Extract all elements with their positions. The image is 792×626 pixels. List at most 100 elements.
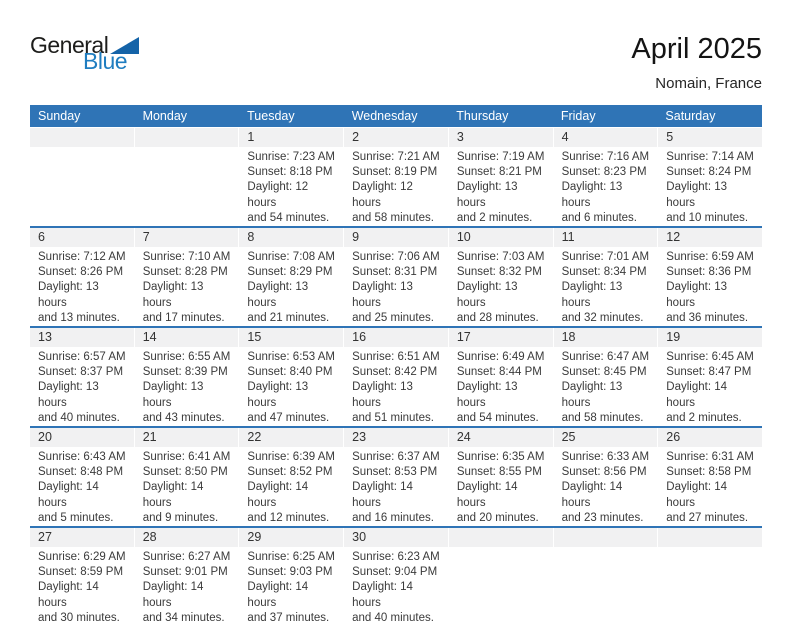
day-number: 25 — [553, 428, 658, 448]
sunrise-text: Sunrise: 6:27 AM — [142, 551, 231, 564]
sunrise-text: Sunrise: 6:41 AM — [142, 451, 231, 464]
day-info: Sunrise: 6:29 AM Sunset: 8:59 PM Daylight:… — [30, 547, 134, 626]
day-cell: 9 Sunrise: 7:06 AM Sunset: 8:31 PM Daylight… — [344, 228, 448, 327]
daylight-text-minutes: and 51 minutes. — [352, 411, 434, 424]
sunrise-text: Sunrise: 6:23 AM — [352, 551, 440, 564]
daylight-text-minutes: and 40 minutes. — [352, 611, 434, 624]
day-number: 21 — [134, 428, 239, 448]
day-cell: 14 Sunrise: 6:55 AM Sunset: 8:39 PM Dayligh… — [134, 328, 239, 427]
logo-text-general: General — [30, 32, 109, 58]
day-cell: 18 Sunrise: 6:47 AM Sunset: 8:45 PM Dayligh… — [553, 328, 658, 427]
day-number: 15 — [239, 328, 344, 348]
day-info: Sunrise: 6:41 AM Sunset: 8:50 PM Daylight:… — [135, 447, 239, 526]
daylight-text: Daylight: 14 hours — [247, 481, 309, 509]
daylight-text-minutes: and 20 minutes. — [456, 511, 539, 524]
day-number: 13 — [30, 328, 134, 348]
page-title: April 2025 — [631, 33, 762, 65]
weekday-header-thursday: Thursday — [456, 109, 509, 123]
sunset-text: Sunset: 8:55 PM — [456, 466, 542, 479]
daylight-text-minutes: and 43 minutes. — [142, 411, 225, 424]
day-number: 27 — [30, 528, 134, 548]
day-cell: 30 Sunrise: 6:23 AM Sunset: 9:04 PM Dayligh… — [344, 528, 448, 626]
daylight-text-minutes: and 32 minutes. — [561, 311, 644, 324]
daylight-text-minutes: and 9 minutes. — [142, 511, 219, 524]
weekday-header-saturday: Saturday — [665, 109, 716, 123]
calendar-page: General Blue April 2025 Nomain, France S… — [30, 32, 762, 624]
empty-day-cell — [553, 528, 658, 626]
daylight-text-minutes: and 34 minutes. — [142, 611, 225, 624]
daylight-text: Daylight: 14 hours — [352, 581, 413, 609]
sunset-text: Sunset: 8:37 PM — [38, 366, 124, 379]
daylight-text: Daylight: 12 hours — [247, 181, 309, 209]
day-info: Sunrise: 7:03 AM Sunset: 8:32 PM Daylight:… — [449, 247, 553, 326]
sunset-text: Sunset: 9:04 PM — [352, 566, 438, 579]
daylight-text: Daylight: 13 hours — [38, 281, 99, 309]
sunset-text: Sunset: 8:31 PM — [352, 266, 438, 279]
sunrise-text: Sunrise: 6:29 AM — [38, 551, 126, 564]
day-cell: 5 Sunrise: 7:14 AM Sunset: 8:24 PM Daylight… — [658, 128, 762, 227]
daylight-text-minutes: and 12 minutes. — [247, 511, 330, 524]
day-info — [554, 547, 658, 550]
sunset-text: Sunset: 8:29 PM — [247, 266, 333, 279]
daylight-text-minutes: and 37 minutes. — [247, 611, 330, 624]
empty-day-cell — [30, 128, 134, 227]
day-info: Sunrise: 6:49 AM Sunset: 8:44 PM Daylight:… — [449, 347, 553, 426]
sunrise-text: Sunrise: 6:37 AM — [352, 451, 440, 464]
day-number: 11 — [553, 228, 658, 248]
sunset-text: Sunset: 8:18 PM — [247, 166, 333, 179]
day-info: Sunrise: 7:12 AM Sunset: 8:26 PM Daylight:… — [30, 247, 134, 326]
day-info: Sunrise: 6:37 AM Sunset: 8:53 PM Daylight:… — [344, 447, 448, 526]
day-number — [658, 528, 762, 548]
week-row: 6 Sunrise: 7:12 AM Sunset: 8:26 PM Daylight… — [30, 226, 762, 327]
sunrise-text: Sunrise: 6:49 AM — [456, 351, 545, 364]
day-info: Sunrise: 6:51 AM Sunset: 8:42 PM Daylight:… — [344, 347, 448, 426]
sunrise-text: Sunrise: 7:08 AM — [247, 251, 335, 264]
day-info: Sunrise: 7:06 AM Sunset: 8:31 PM Daylight:… — [344, 247, 448, 326]
daylight-text: Daylight: 14 hours — [561, 481, 623, 509]
sunset-text: Sunset: 8:36 PM — [666, 266, 752, 279]
day-info: Sunrise: 6:23 AM Sunset: 9:04 PM Daylight:… — [344, 547, 448, 626]
sunset-text: Sunset: 8:19 PM — [352, 166, 438, 179]
daylight-text: Daylight: 12 hours — [352, 181, 413, 209]
day-cell: 24 Sunrise: 6:35 AM Sunset: 8:55 PM Dayligh… — [448, 428, 553, 527]
day-info — [449, 547, 553, 550]
general-blue-logo: General Blue — [30, 32, 140, 73]
day-info: Sunrise: 6:47 AM Sunset: 8:45 PM Daylight:… — [554, 347, 658, 426]
day-number: 8 — [239, 228, 344, 248]
daylight-text: Daylight: 13 hours — [456, 281, 518, 309]
week-row: 27 Sunrise: 6:29 AM Sunset: 8:59 PM Dayligh… — [30, 526, 762, 626]
day-info: Sunrise: 7:21 AM Sunset: 8:19 PM Daylight:… — [344, 147, 448, 226]
sunrise-text: Sunrise: 7:10 AM — [142, 251, 231, 264]
daylight-text: Daylight: 13 hours — [247, 281, 309, 309]
sunrise-text: Sunrise: 6:53 AM — [247, 351, 335, 364]
day-number: 30 — [344, 528, 448, 548]
day-cell: 3 Sunrise: 7:19 AM Sunset: 8:21 PM Daylight… — [448, 128, 553, 227]
daylight-text: Daylight: 13 hours — [352, 281, 413, 309]
sunset-text: Sunset: 8:56 PM — [561, 466, 647, 479]
daylight-text-minutes: and 23 minutes. — [561, 511, 644, 524]
daylight-text: Daylight: 14 hours — [38, 481, 99, 509]
day-info: Sunrise: 6:25 AM Sunset: 9:03 PM Daylight:… — [239, 547, 343, 626]
daylight-text-minutes: and 47 minutes. — [247, 411, 330, 424]
day-cell: 8 Sunrise: 7:08 AM Sunset: 8:29 PM Daylight… — [239, 228, 344, 327]
sunset-text: Sunset: 8:39 PM — [142, 366, 228, 379]
day-number: 9 — [344, 228, 448, 248]
day-number: 20 — [30, 428, 134, 448]
daylight-text-minutes: and 25 minutes. — [352, 311, 434, 324]
day-cell: 25 Sunrise: 6:33 AM Sunset: 8:56 PM Dayligh… — [553, 428, 658, 527]
daylight-text-minutes: and 36 minutes. — [666, 311, 749, 324]
daylight-text: Daylight: 13 hours — [456, 381, 518, 409]
day-number: 1 — [239, 128, 344, 147]
sunrise-text: Sunrise: 6:25 AM — [247, 551, 335, 564]
daylight-text: Daylight: 14 hours — [247, 581, 309, 609]
sunset-text: Sunset: 8:53 PM — [352, 466, 438, 479]
sunset-text: Sunset: 8:45 PM — [561, 366, 647, 379]
weekday-header-row: Sunday Monday Tuesday Wednesday Thursday… — [30, 105, 762, 127]
empty-day-cell — [448, 528, 553, 626]
day-number: 26 — [658, 428, 762, 448]
day-info — [135, 147, 239, 150]
day-cell: 19 Sunrise: 6:45 AM Sunset: 8:47 PM Dayligh… — [658, 328, 762, 427]
daylight-text-minutes: and 28 minutes. — [456, 311, 539, 324]
sunrise-text: Sunrise: 7:21 AM — [352, 151, 440, 163]
daylight-text-minutes: and 30 minutes. — [38, 611, 120, 624]
